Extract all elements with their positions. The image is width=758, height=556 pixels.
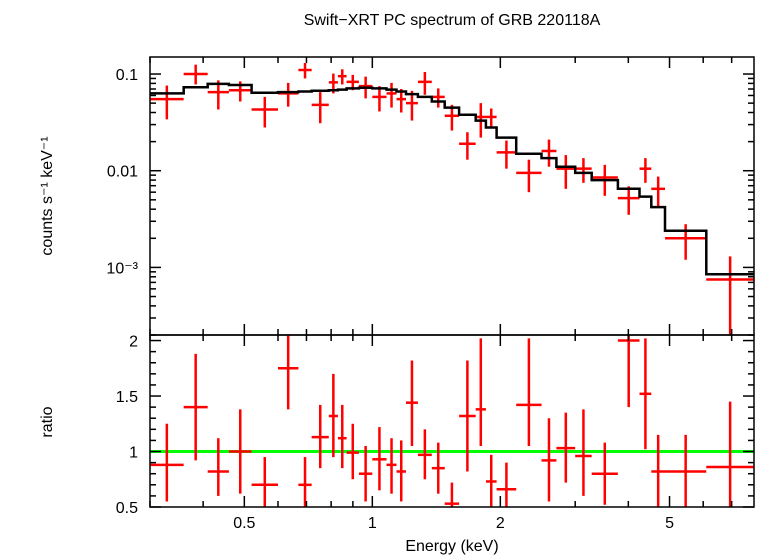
ratio-data-point bbox=[405, 360, 418, 446]
ratio-data-point bbox=[431, 442, 445, 494]
spectrum-data-point bbox=[298, 63, 312, 79]
ratio-data-point bbox=[651, 434, 666, 507]
spectrum-data-point bbox=[541, 139, 557, 167]
x-tick-label: 0.5 bbox=[233, 515, 255, 532]
spectrum-data-point bbox=[405, 90, 418, 121]
ratio-data-point bbox=[459, 360, 476, 472]
ratio-data-point bbox=[207, 438, 229, 496]
ratio-data-point bbox=[575, 409, 592, 496]
x-tick-label: 1 bbox=[368, 515, 377, 532]
ratio-data-point bbox=[183, 353, 208, 461]
spectrum-data-point bbox=[639, 158, 652, 183]
spectrum-y-tick-labels: 0.1 0.01 10⁻³ bbox=[106, 67, 138, 277]
spectrum-data-point bbox=[575, 158, 592, 183]
ratio-y-tick-labels: 0.5 1 1.5 2 bbox=[116, 334, 138, 517]
ratio-data-point bbox=[150, 423, 184, 502]
ratio-data-point bbox=[665, 434, 707, 507]
ratio-data-point bbox=[706, 401, 754, 507]
ratio-data-point bbox=[328, 373, 338, 458]
ratio-data-point bbox=[228, 409, 252, 494]
spectrum-data-point bbox=[372, 86, 387, 112]
ratio-data-point bbox=[591, 442, 618, 505]
x-tick-labels: 0.5 1 2 5 bbox=[233, 515, 674, 532]
ratio-data-point bbox=[311, 404, 329, 469]
ratio-y-axis-label: ratio bbox=[39, 406, 56, 437]
ratio-data-point bbox=[358, 445, 373, 502]
spectrum-data-point bbox=[431, 88, 445, 108]
ratio-data-point bbox=[639, 338, 652, 450]
ratio-data-point bbox=[298, 457, 312, 507]
ratio-frame bbox=[149, 334, 755, 508]
spectrum-data-point bbox=[277, 82, 299, 107]
spectrum-tick-marks bbox=[149, 57, 754, 336]
ratio-data-point bbox=[496, 462, 517, 507]
spectrum-data-point bbox=[386, 82, 397, 108]
ratio-data-points bbox=[150, 335, 754, 507]
spectrum-data-point bbox=[556, 155, 576, 189]
ratio-data-point bbox=[277, 335, 299, 410]
ratio-panel: 0.5 1 1.5 2 0.5 1 2 5 bbox=[116, 334, 755, 532]
spectrum-data-point bbox=[396, 89, 406, 113]
ratio-data-point bbox=[417, 429, 432, 480]
spectrum-data-point bbox=[617, 186, 640, 215]
spectrum-data-point bbox=[311, 92, 329, 124]
spectrum-panel: 0.1 0.01 10⁻³ bbox=[106, 56, 755, 336]
y-tick-label: 2 bbox=[129, 334, 138, 351]
ratio-data-point bbox=[475, 338, 486, 446]
spectrum-y-axis-label: counts s⁻¹ keV⁻¹ bbox=[39, 136, 56, 255]
spectrum-data-point bbox=[459, 132, 476, 160]
y-tick-label: 0.01 bbox=[107, 164, 138, 181]
spectrum-data-point bbox=[516, 159, 542, 193]
ratio-data-point bbox=[444, 482, 460, 507]
spectrum-model-line bbox=[150, 82, 754, 276]
y-tick-label: 0.1 bbox=[116, 67, 138, 84]
ratio-data-point bbox=[396, 440, 406, 502]
ratio-data-point bbox=[251, 457, 278, 507]
spectrum-data-point bbox=[651, 176, 666, 207]
ratio-data-point bbox=[556, 412, 576, 483]
y-tick-label: 1 bbox=[129, 445, 138, 462]
spectrum-data-points bbox=[150, 63, 754, 335]
x-tick-label: 2 bbox=[496, 515, 505, 532]
chart-title: Swift−XRT PC spectrum of GRB 220118A bbox=[304, 12, 601, 29]
ratio-data-point bbox=[337, 404, 347, 469]
ratio-data-point bbox=[516, 338, 542, 446]
spectrum-data-point bbox=[444, 104, 460, 131]
y-tick-label: 0.5 bbox=[116, 500, 138, 517]
spectrum-data-point bbox=[496, 140, 517, 169]
x-axis-label: Energy (keV) bbox=[405, 538, 498, 555]
spectrum-data-point bbox=[706, 256, 754, 335]
spectrum-data-point bbox=[251, 96, 278, 128]
spectrum-data-point bbox=[150, 85, 184, 120]
spectrum-data-point bbox=[207, 80, 229, 110]
spectrum-data-point bbox=[183, 64, 208, 85]
y-tick-label: 10⁻³ bbox=[106, 260, 138, 277]
ratio-data-point bbox=[372, 427, 387, 491]
spectrum-data-point bbox=[337, 69, 347, 85]
ratio-data-point bbox=[541, 418, 557, 502]
ratio-data-point bbox=[346, 423, 359, 480]
spectrum-data-point bbox=[485, 108, 497, 128]
x-tick-label: 5 bbox=[665, 515, 674, 532]
y-tick-label: 1.5 bbox=[116, 389, 138, 406]
spectrum-data-point bbox=[417, 71, 432, 95]
ratio-data-point bbox=[386, 438, 397, 494]
ratio-data-point bbox=[485, 454, 497, 507]
ratio-data-point bbox=[617, 335, 640, 408]
